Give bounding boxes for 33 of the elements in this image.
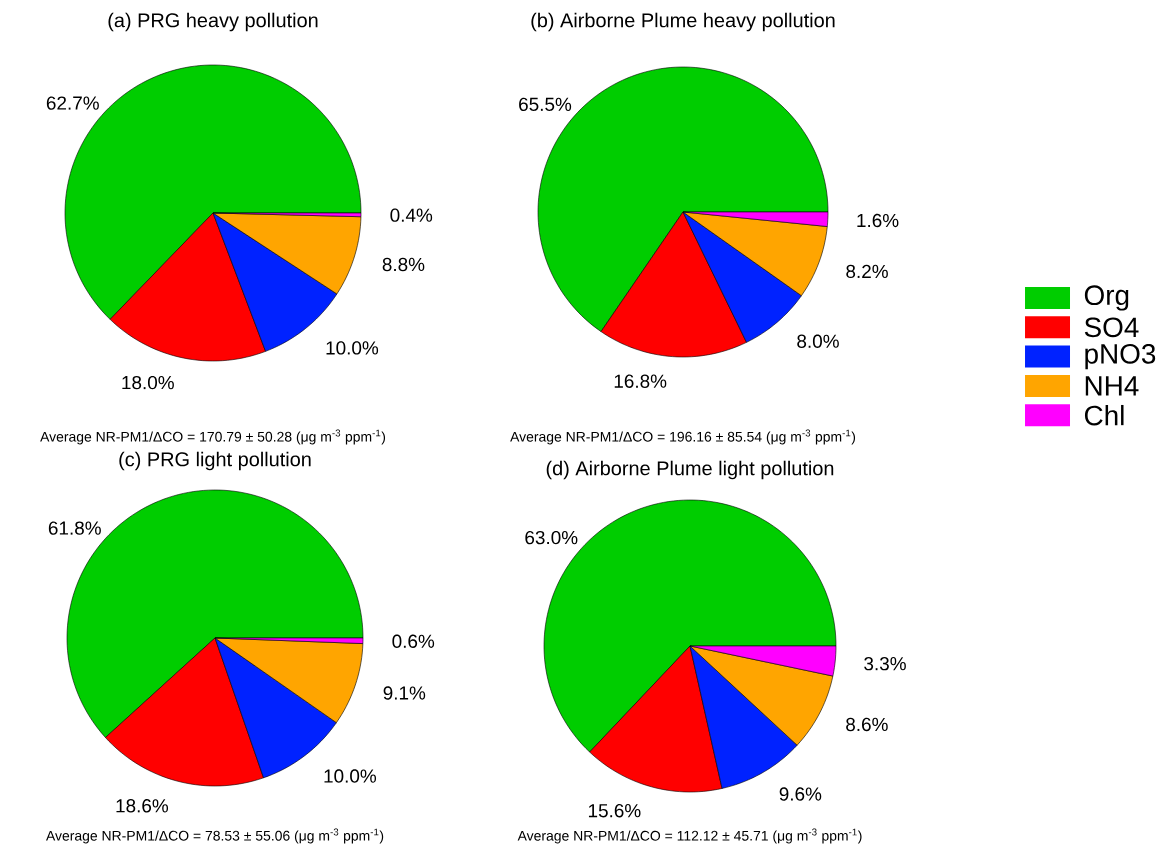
- data-label: 8.6%: [846, 717, 888, 732]
- data-label: 16.8%: [614, 374, 667, 388]
- data-label: 1.6%: [857, 213, 899, 228]
- data-label: 9.1%: [383, 686, 426, 700]
- data-label: 62.7%: [46, 96, 99, 110]
- data-label: 65.5%: [519, 97, 572, 112]
- data-label: 10.0%: [324, 769, 377, 783]
- data-label: 15.6%: [588, 804, 641, 818]
- data-label: 8.8%: [382, 257, 425, 272]
- data-label: 63.0%: [525, 530, 578, 545]
- data-label: 18.6%: [116, 799, 169, 813]
- legend-label: Org: [1084, 285, 1129, 311]
- legend-label: NH4: [1085, 376, 1139, 396]
- data-label: 18.0%: [122, 375, 174, 390]
- data-label: 0.4%: [390, 208, 433, 222]
- text: Average NR-PM1/ΔCO = 112.12 ± 45.71 (μg m$^{-3}$ ppm$^{-1}$): [517, 828, 862, 844]
- text: Average NR-PM1/ΔCO = 170.79 ± 50.28 (μg m$^{-3}$ ppm$^{-1}$): [40, 429, 386, 445]
- chart-title: (c) PRG light pollution: [119, 451, 311, 471]
- data-label: 0.6%: [392, 634, 435, 648]
- data-label: 8.0%: [797, 334, 839, 348]
- legend-label: SO4: [1084, 317, 1139, 338]
- chart-title: (d) Airborne Plume light pollution: [546, 460, 834, 480]
- text: Average NR-PM1/ΔCO = 196.16 ± 85.54 (μg m$^{-3}$ ppm$^{-1}$): [510, 429, 856, 445]
- data-label: 61.8%: [48, 521, 101, 535]
- legend-label: Chl: [1084, 404, 1124, 426]
- legend-label: pNO3: [1085, 343, 1156, 370]
- text: Average NR-PM1/ΔCO = 78.53 ± 55.06 (μg m$^{-3}$ ppm$^{-1}$): [45, 828, 384, 844]
- data-label: 8.2%: [846, 264, 888, 279]
- data-label: 10.0%: [326, 341, 379, 355]
- chart-title: (b) Airborne Plume heavy pollution: [531, 12, 835, 32]
- chart-title: (a) PRG heavy pollution: [108, 12, 318, 32]
- data-label: 9.6%: [779, 787, 822, 801]
- data-label: 3.3%: [864, 656, 906, 671]
